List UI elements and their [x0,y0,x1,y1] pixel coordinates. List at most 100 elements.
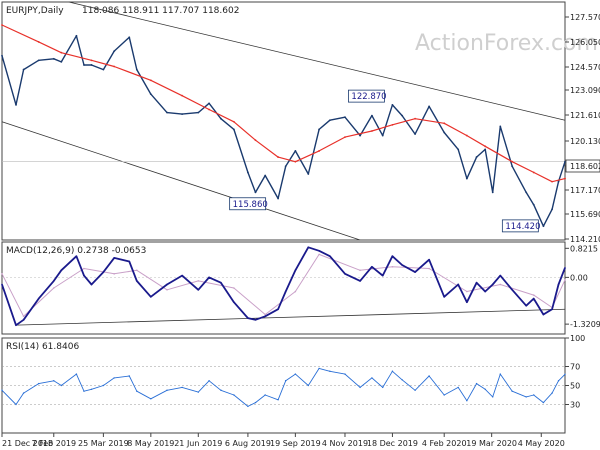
rsi-point [247,405,249,408]
rsi-point [457,386,459,389]
macd-point-macd [181,274,183,277]
price-point-ma [37,41,40,43]
rsi-point [344,373,346,375]
price-point-ma [511,160,514,163]
price-point-close [391,103,394,106]
macd-point-macd [52,280,55,282]
rsi-point [60,384,63,387]
macd-point-macd [233,301,235,303]
macd-point-macd [564,267,566,269]
macd-point-signal [113,273,115,275]
rsi-point [318,367,320,370]
price-point-ma [277,156,280,158]
macd-point-macd [557,283,560,286]
rsi-y-tick-label: 30 [570,401,580,410]
price-point-close [197,111,200,114]
price-point-close [511,165,514,168]
price-point-ma [484,145,487,148]
rsi-title: RSI(14) 61.8406 [6,342,79,352]
price-point-close [277,197,280,200]
rsi-point [492,396,494,398]
macd-point-signal [1,273,3,275]
macd-point-macd [359,280,361,282]
rsi-point [166,389,168,391]
macd-point-macd [499,274,502,277]
macd-point-signal [359,269,361,272]
rsi-point [284,380,287,382]
macd-point-macd [128,260,131,263]
macd-point-macd [532,297,535,300]
rsi-point [533,394,535,396]
price-point-ma [90,59,93,62]
macd-point-macd [294,269,297,272]
macd-point-macd [511,288,513,291]
price-point-ma [294,160,297,163]
price-point-close [75,34,78,37]
price-point-close [264,174,267,177]
rsi-point [113,377,115,379]
macd-point-macd [83,274,85,277]
rsi-point [466,400,468,402]
price-point-close [1,54,3,57]
price-point-close [525,191,528,194]
price-point-close [328,119,331,122]
rsi-point [475,382,478,385]
macd-point-macd [551,308,553,311]
price-title: EURJPY,Daily [6,6,64,16]
rsi-point [443,394,445,396]
macd-point-macd [247,317,249,319]
macd-point-signal [264,313,266,316]
rsi-point [128,375,130,377]
price-point-close [52,57,55,60]
macd-point-macd [443,296,446,298]
macd-point-macd [466,301,468,303]
price-point-close [381,134,384,137]
macd-point-signal [391,265,394,268]
macd-panel-frame [1,241,566,335]
price-point-ma [551,180,553,183]
x-axis-tick-label: 4 May 2020 [518,439,565,448]
price-point-close [318,128,320,131]
price-point-ma [113,65,116,68]
price-y-tick-label: 117.170 [570,186,600,195]
price-series-ma [1,24,566,183]
macd-point-signal [83,267,85,270]
price-y-tick-label: 115.690 [570,210,600,219]
price-point-close [557,180,560,183]
macd-point-macd [401,264,403,266]
price-point-close [247,171,249,174]
rsi-point [102,384,105,387]
price-point-close [60,60,63,63]
macd-point-macd [484,290,486,293]
price-point-ma [318,150,320,152]
rsi-point [220,389,222,391]
rsi-point [564,373,566,375]
price-ohlc-label: 118.086 118.911 117.707 118.602 [82,6,239,16]
rsi-point [75,373,78,375]
price-point-close [551,208,553,211]
price-point-ma [414,117,416,120]
price-point-close [181,113,184,115]
price-point-ma [391,123,394,126]
rsi-point [329,370,331,372]
price-point-close [232,128,235,131]
price-annotation-box [348,89,385,103]
rsi-point [511,390,513,392]
rsi-point [181,386,183,389]
rsi-point [557,380,560,382]
x-axis-tick-label: 8 May 2019 [127,439,174,448]
price-point-close [254,191,257,194]
macd-point-macd [284,290,287,293]
rsi-point [382,386,384,389]
price-point-close [457,148,460,151]
x-axis-tick-label: 21 Dec 2018 [2,439,53,448]
rsi-point [208,380,210,382]
macd-point-macd [150,296,152,298]
rsi-point [359,386,361,389]
price-point-close [401,114,404,117]
price-y-tick-label: 127.570 [570,13,600,22]
macd-series-signal [1,253,566,317]
price-point-close [83,64,85,66]
rsi-point [277,399,279,401]
